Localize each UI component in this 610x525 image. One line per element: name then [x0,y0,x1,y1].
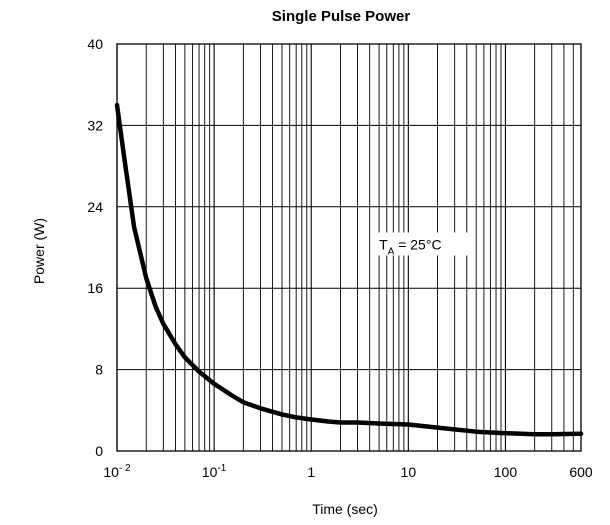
chart-title: Single Pulse Power [272,8,411,25]
x-tick-label: 10 [401,464,417,480]
y-tick-labels: 0 8 16 24 32 40 [87,36,103,459]
annotation-text: TA = 25°C [379,237,441,258]
power-curve [114,102,584,437]
x-axis-label: Time (sec) [312,501,378,517]
y-tick-label: 16 [87,280,103,296]
x-tick-label: 600 [569,464,593,480]
x-tick-label: 10- 2 [103,463,131,480]
plot-frame [116,43,582,452]
x-tick-label: 100 [494,464,518,480]
y-tick-label: 24 [87,199,103,215]
grid [116,43,582,452]
x-tick-label: 1 [307,464,315,480]
x-tick-label: 10-1 [202,463,227,480]
y-tick-label: 32 [87,117,103,133]
y-axis-label: Power (W) [31,218,47,284]
temperature-annotation: TA = 25°C [376,232,471,258]
y-tick-label: 8 [95,362,103,378]
y-tick-label: 40 [87,36,103,52]
x-tick-labels: 10- 2 10-1 1 10 100 600 [103,463,593,480]
y-tick-label: 0 [95,443,103,459]
annotation-background [376,232,471,256]
